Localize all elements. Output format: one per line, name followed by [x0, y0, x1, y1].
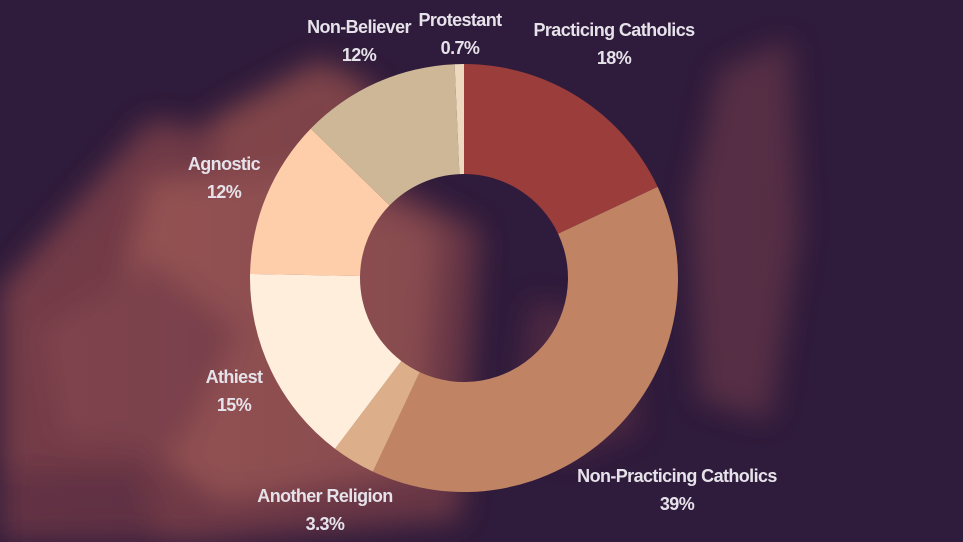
slice-label-name: Practicing Catholics — [533, 20, 695, 40]
slice-practicing-catholics — [464, 64, 658, 234]
slice-agnostic — [250, 128, 390, 277]
slice-non-practicing-catholics — [372, 186, 679, 492]
slice-label-value: 12% — [207, 182, 242, 202]
slice-label-name: Athiest — [206, 367, 263, 387]
donut-slices — [250, 64, 679, 492]
slice-label-value: 0.7% — [441, 38, 480, 58]
slice-label-name: Another Religion — [257, 486, 392, 506]
slice-label-name: Protestant — [418, 10, 502, 30]
slice-label-value: 39% — [660, 494, 695, 514]
slice-label-value: 12% — [342, 45, 377, 65]
slice-label-value: 15% — [217, 395, 252, 415]
slice-protestant — [454, 64, 464, 175]
slice-label-value: 18% — [597, 48, 632, 68]
slice-another-religion — [334, 360, 420, 472]
slice-label-value: 3.3% — [306, 514, 345, 534]
slice-athiest — [250, 273, 402, 449]
slice-labels: Practicing Catholics 18% Non-Practicing Ca… — [188, 10, 778, 534]
slice-non-believer — [310, 64, 460, 206]
slice-label-name: Non-Believer — [307, 17, 411, 37]
slice-label-name: Agnostic — [188, 154, 261, 174]
slice-label-name: Non-Practicing Catholics — [577, 466, 777, 486]
